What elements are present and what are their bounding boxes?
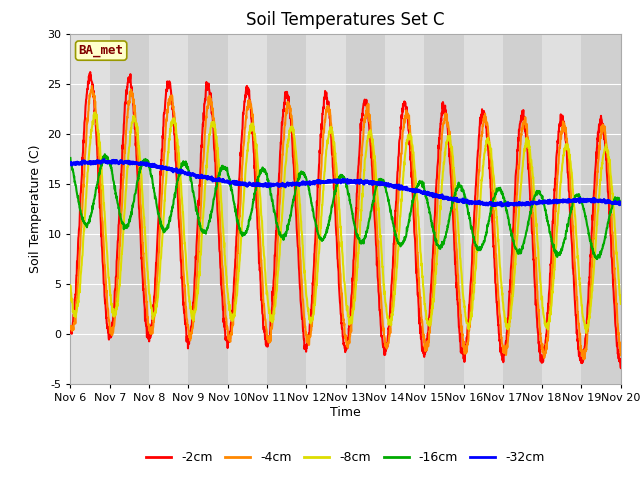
Bar <box>542 34 582 384</box>
Bar <box>109 34 149 384</box>
Legend: -2cm, -4cm, -8cm, -16cm, -32cm: -2cm, -4cm, -8cm, -16cm, -32cm <box>141 446 550 469</box>
Bar <box>228 34 267 384</box>
Bar <box>385 34 424 384</box>
Bar <box>346 34 385 384</box>
Bar <box>463 34 503 384</box>
Bar <box>70 34 109 384</box>
Bar <box>503 34 542 384</box>
Bar <box>149 34 188 384</box>
X-axis label: Time: Time <box>330 406 361 419</box>
Y-axis label: Soil Temperature (C): Soil Temperature (C) <box>29 144 42 273</box>
Bar <box>267 34 307 384</box>
Bar <box>582 34 621 384</box>
Bar <box>621 34 640 384</box>
Bar <box>188 34 228 384</box>
Title: Soil Temperatures Set C: Soil Temperatures Set C <box>246 11 445 29</box>
Bar <box>307 34 346 384</box>
Bar <box>424 34 463 384</box>
Text: BA_met: BA_met <box>79 44 124 57</box>
